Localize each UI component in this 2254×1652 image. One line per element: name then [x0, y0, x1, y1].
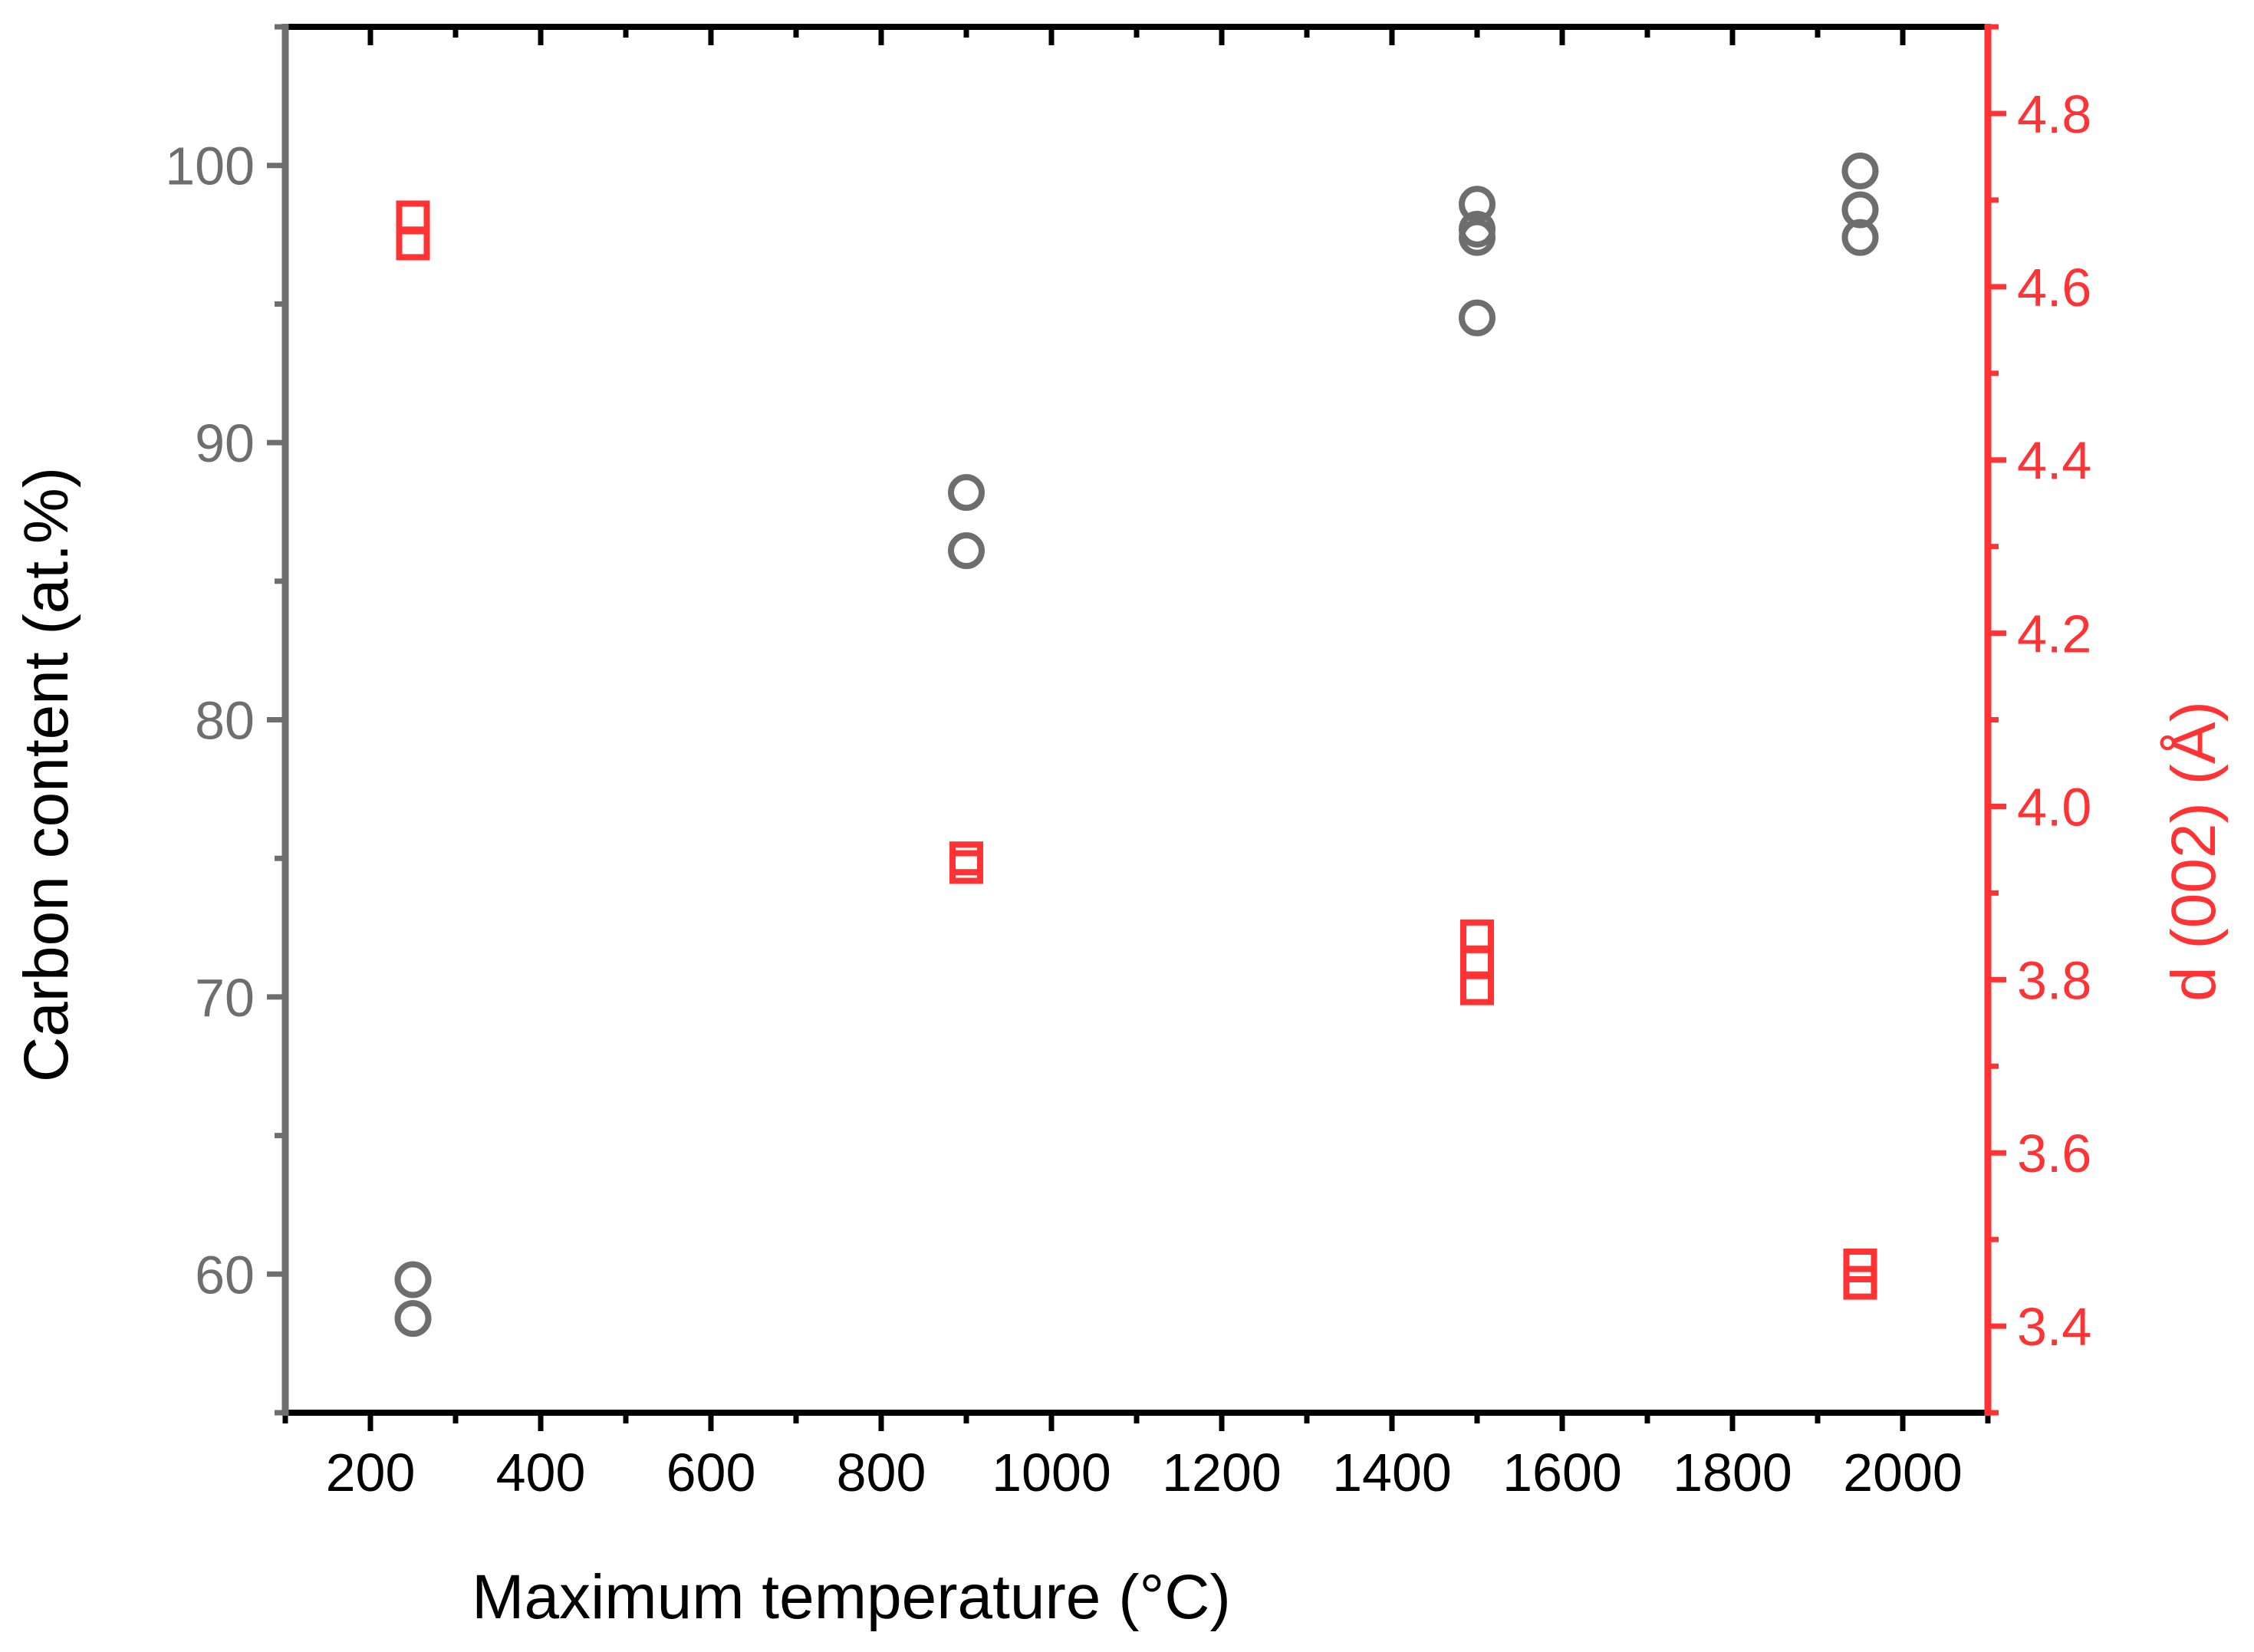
carbon-content-point: [948, 532, 985, 570]
y-left-tick-label: 80: [195, 691, 255, 751]
carbon-content-point: [948, 474, 985, 512]
x-tick-label: 1400: [1332, 1443, 1452, 1502]
d002-point: [1843, 1265, 1877, 1300]
y-right-tick-label: 3.4: [2017, 1297, 2091, 1357]
y-right-tick-label: 3.8: [2017, 950, 2091, 1010]
x-tick-label: 1000: [992, 1443, 1111, 1502]
carbon-content-point: [1459, 219, 1496, 256]
x-tick-label: 600: [666, 1443, 756, 1502]
x-tick-label: 2000: [1843, 1443, 1963, 1502]
d002-point: [1460, 971, 1494, 1005]
y-axis-left-title: Carbon content (at.%): [12, 467, 81, 1082]
data-points: [394, 152, 1879, 1338]
y-right-tick-label: 4.4: [2017, 431, 2091, 491]
x-tick-label: 200: [326, 1443, 416, 1502]
y-right-tick-label: 4.2: [2017, 604, 2091, 664]
y-right-tick-label: 3.6: [2017, 1124, 2091, 1183]
x-axis-title: Maximum temperature (°C): [472, 1562, 1231, 1632]
tick-labels: 200 400 600 800 1000 1200 1400 1600 1800 2000 60 70…: [165, 84, 2091, 1502]
carbon-content-point: [1459, 299, 1496, 337]
y-left-tick-label: 70: [195, 968, 255, 1028]
carbon-content-point: [1841, 152, 1879, 189]
d002-point: [949, 850, 983, 884]
carbon-content-point: [1841, 219, 1879, 256]
y-axis-right-title: d (002) (Å): [2159, 701, 2229, 1002]
x-tick-label: 400: [496, 1443, 586, 1502]
x-tick-label: 800: [837, 1443, 926, 1502]
y-right-tick-label: 4.8: [2017, 84, 2091, 144]
y-left-tick-label: 90: [195, 413, 255, 473]
d002-point: [1843, 1249, 1877, 1283]
tick-marks: [267, 24, 2006, 1431]
x-tick-label: 1200: [1162, 1443, 1282, 1502]
y-left-tick-label: 60: [195, 1245, 255, 1305]
y-right-tick-label: 4.0: [2017, 777, 2091, 837]
carbon-content-point: [394, 1261, 432, 1298]
x-tick-label: 1600: [1502, 1443, 1622, 1502]
y-right-tick-label: 4.6: [2017, 258, 2091, 318]
x-tick-label: 1800: [1673, 1443, 1792, 1502]
d002-point: [396, 226, 430, 261]
d002-point: [949, 841, 983, 876]
y-left-tick-label: 100: [165, 137, 255, 196]
plot-frame: [281, 24, 1992, 1416]
carbon-content-point: [394, 1300, 432, 1338]
